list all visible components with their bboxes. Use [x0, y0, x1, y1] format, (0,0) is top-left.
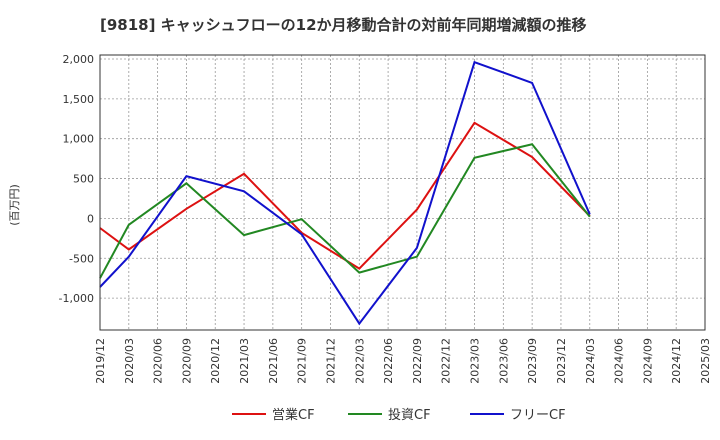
- y-tick-label: 1,500: [63, 93, 95, 106]
- y-ticks: 2,000 1,500 1,000 500 0 -500 -1,000: [59, 53, 94, 305]
- x-tick-label: 2023/03: [469, 338, 482, 384]
- y-tick-label: 2,000: [63, 53, 95, 66]
- series-lines: [99, 60, 591, 326]
- x-tick-label: 2023/06: [497, 338, 510, 384]
- x-tick-label: 2025/03: [699, 338, 712, 384]
- x-tick-label: 2020/03: [123, 338, 136, 384]
- x-tick-label: 2021/12: [324, 338, 337, 384]
- y-tick-label: 1,000: [63, 133, 95, 146]
- x-tick-label: 2023/12: [555, 338, 568, 384]
- x-tick-label: 2020/06: [152, 338, 165, 384]
- x-tick-label: 2023/09: [526, 338, 539, 384]
- series-line-3: [99, 60, 591, 326]
- legend-label-1: 営業CF: [272, 407, 315, 423]
- x-tick-label: 2022/03: [353, 338, 366, 384]
- series-line-2: [99, 143, 591, 279]
- grid: [100, 55, 705, 330]
- x-tick-label: 2021/03: [238, 338, 251, 384]
- y-axis-label: (百万円): [8, 184, 21, 226]
- x-tick-label: 2020/09: [180, 338, 193, 384]
- x-tick-label: 2024/03: [584, 338, 597, 384]
- x-tick-label: 2022/12: [440, 338, 453, 384]
- x-tick-label: 2024/12: [670, 338, 683, 384]
- legend-label-2: 投資CF: [388, 407, 431, 423]
- x-ticks: 2019/12 2020/03 2020/06 2020/09 2020/12 2021/…: [94, 338, 712, 384]
- chart-title: [9818] キャッシュフローの12か月移動合計の対前年同期増減額の推移: [100, 16, 587, 34]
- x-tick-label: 2022/09: [411, 338, 424, 384]
- x-tick-label: 2021/06: [267, 338, 280, 384]
- x-tick-label: 2024/09: [641, 338, 654, 384]
- x-tick-label: 2020/12: [209, 338, 222, 384]
- x-tick-label: 2019/12: [94, 338, 107, 384]
- x-tick-label: 2024/06: [613, 338, 626, 384]
- series-line-1: [99, 121, 591, 270]
- x-tick-label: 2021/09: [296, 338, 309, 384]
- y-tick-label: -1,000: [59, 292, 94, 305]
- y-tick-label: -500: [69, 252, 94, 265]
- legend: 営業CF 投資CF フリーCF: [232, 407, 566, 423]
- legend-label-3: フリーCF: [510, 408, 566, 423]
- x-tick-label: 2022/06: [382, 338, 395, 384]
- plot-frame: [99, 54, 706, 331]
- y-tick-label: 500: [73, 173, 94, 186]
- y-tick-label: 0: [87, 212, 94, 225]
